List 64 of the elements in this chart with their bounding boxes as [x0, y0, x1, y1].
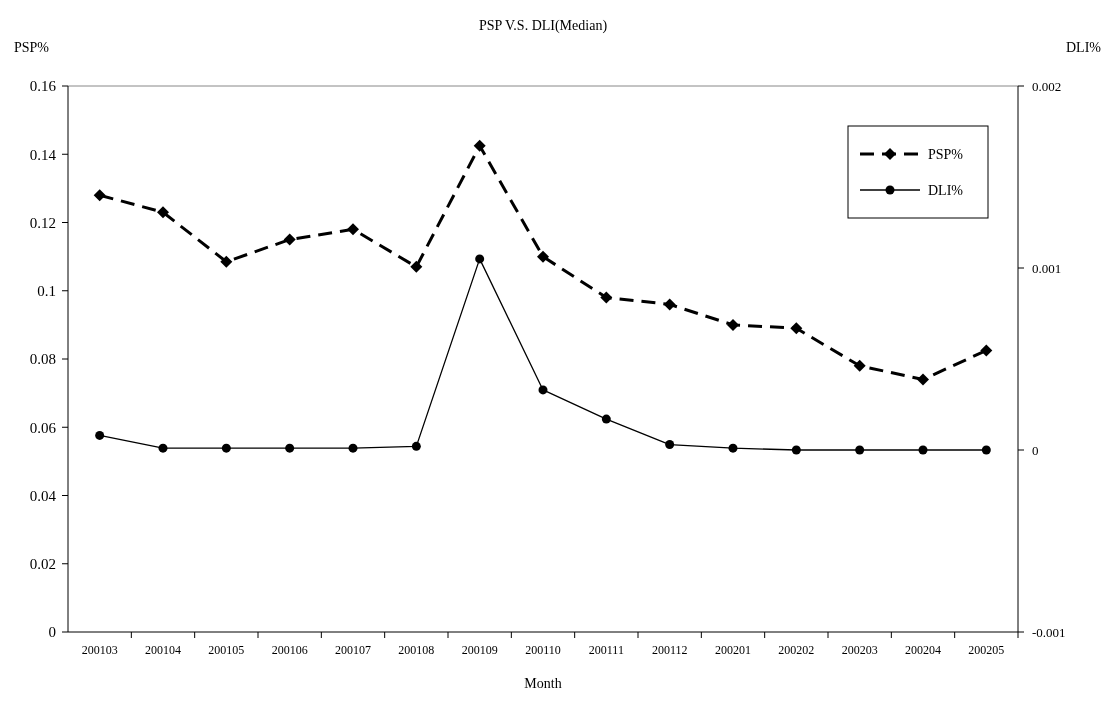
x-tick-label: 200106: [271, 643, 308, 657]
x-tick-label: 200201: [715, 643, 751, 657]
x-tick-label: 200111: [588, 643, 624, 657]
y2-tick-label: 0: [1032, 442, 1039, 458]
point: [93, 189, 106, 202]
point: [411, 441, 421, 451]
point: [855, 445, 865, 455]
point: [601, 414, 611, 424]
y2-axis-title: DLI%: [1066, 40, 1102, 55]
x-tick-label: 200202: [778, 643, 815, 657]
y-tick-label: 0.14: [29, 146, 57, 163]
y2-tick-label: 0.002: [1032, 78, 1062, 94]
point: [475, 254, 485, 264]
point: [348, 443, 358, 453]
point: [283, 233, 296, 246]
point: [285, 443, 295, 453]
legend-label: DLI%: [928, 182, 964, 198]
point: [981, 445, 991, 455]
point: [791, 445, 801, 455]
x-tick-label: 200204: [905, 643, 941, 657]
y-tick-label: 0.1: [37, 283, 56, 299]
point: [727, 318, 739, 331]
y-tick-label: 0.04: [29, 487, 57, 504]
point: [663, 298, 676, 311]
y-axis-title: PSP%: [14, 40, 50, 55]
y-tick-label: 0.16: [29, 78, 57, 95]
point: [221, 443, 231, 453]
y-tick-label: 0.12: [29, 214, 56, 231]
x-tick-label: 200103: [81, 643, 118, 657]
y2-tick-label: 0.001: [1032, 260, 1062, 276]
y-tick-label: 0.02: [29, 556, 56, 572]
point: [158, 443, 168, 453]
x-tick-label: 200112: [651, 643, 688, 657]
point: [790, 322, 803, 335]
point: [95, 430, 105, 440]
y-tick-label: 0: [48, 624, 56, 641]
x-tick-label: 200203: [841, 643, 878, 657]
chart-title: PSP V.S. DLI(Median): [478, 18, 608, 34]
y2-tick-label: -0.001: [1032, 624, 1066, 640]
x-tick-label: 200105: [208, 643, 245, 657]
y-tick-label: 0.06: [29, 419, 57, 436]
point: [853, 359, 866, 372]
point: [918, 445, 928, 455]
point: [538, 385, 548, 395]
point: [347, 223, 359, 236]
point: [980, 344, 993, 357]
x-tick-label: 200205: [968, 643, 1005, 657]
point: [665, 440, 675, 450]
x-tick-label: 200107: [335, 643, 371, 657]
x-tick-label: 200109: [461, 643, 498, 657]
x-tick-label: 200108: [398, 643, 435, 657]
point: [917, 373, 929, 386]
point: [728, 443, 738, 453]
point: [410, 260, 423, 273]
point: [473, 139, 486, 152]
point: [157, 206, 169, 219]
point: [220, 255, 233, 268]
x-tick-label: 200110: [525, 643, 561, 657]
legend-label: PSP%: [928, 146, 964, 162]
point: [537, 250, 549, 263]
point: [600, 291, 613, 304]
x-axis-title: Month: [524, 676, 562, 691]
x-tick-label: 200104: [145, 643, 181, 657]
y-tick-label: 0.08: [29, 351, 56, 368]
